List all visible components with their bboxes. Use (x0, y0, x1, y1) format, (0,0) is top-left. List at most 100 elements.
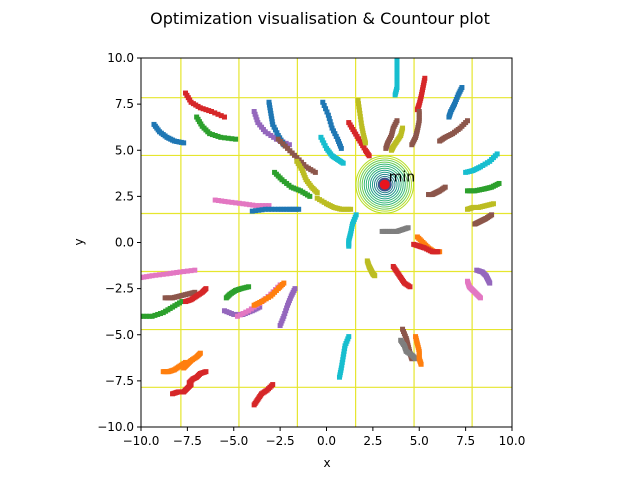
series-33-point-2-1 (167, 270, 173, 276)
series-26-point-2-1 (278, 206, 284, 212)
series-10-point-1-0 (357, 110, 363, 116)
series-3-point-0-3 (254, 117, 260, 123)
series-41-point-end (292, 286, 298, 292)
series-2-point-2-3 (215, 133, 221, 139)
series-25-point-2-2 (247, 202, 253, 208)
series-44-point-end (413, 356, 419, 362)
contour-ring-7 (369, 169, 400, 200)
series-8-point-0-3 (324, 109, 330, 115)
series-4-point-0-1 (266, 102, 272, 108)
series-34-point-0-1 (141, 313, 147, 319)
series-group (141, 58, 502, 408)
series-33-point-1-3 (160, 271, 166, 277)
series-33-point-2-3 (174, 269, 180, 275)
series-5-point-end (312, 169, 318, 175)
series-4-point-2-0 (270, 121, 276, 127)
series-13-point-end (409, 142, 415, 148)
series-1-point-end (221, 114, 227, 120)
series-32-point-end (407, 284, 413, 290)
series-39-point-1-1 (248, 306, 254, 312)
series-10-point-0-1 (355, 101, 361, 107)
series-9-point-end (366, 153, 372, 159)
series-26-point-2-0 (275, 206, 281, 212)
series-26-point-end (296, 206, 302, 212)
series-33-point-2-0 (164, 271, 170, 277)
x-tick-label-3: −2.5 (266, 434, 295, 448)
series-7-point-0-3 (322, 143, 328, 149)
series-33-point-0-3 (146, 273, 152, 279)
series-26-point-2-2 (281, 206, 287, 212)
series-42-point-1-1 (339, 362, 345, 368)
series-3-point-end (286, 142, 292, 148)
series-51-point-end (203, 369, 209, 375)
series-25-point-0-1 (215, 198, 221, 204)
series-34-point-1-0 (149, 313, 155, 319)
series-3-point-0-1 (252, 111, 258, 117)
contour-ring-13 (357, 157, 412, 212)
x-tick-label-1: −7.5 (173, 434, 202, 448)
series-33-point-1-2 (157, 272, 163, 278)
series-30-point-end (435, 249, 441, 255)
series-42-point-1-3 (340, 357, 346, 363)
contour-ring-14 (355, 155, 414, 214)
series-2-point-2-2 (212, 132, 218, 138)
series-25-point-2-3 (250, 202, 256, 208)
y-axis-label: y (72, 238, 86, 245)
series-8-point-0-0 (320, 99, 326, 105)
series-25-point-2-0 (240, 201, 246, 207)
series-42-point-2-0 (340, 354, 346, 360)
x-axis-label: x (323, 456, 330, 470)
series-41-point-1-1 (282, 311, 288, 317)
series-42-point-1-2 (339, 359, 345, 365)
series-23-point-end (307, 193, 313, 199)
series-26-point-0-0 (249, 208, 255, 214)
series-33-point-0-2 (144, 274, 150, 280)
series-1-point-2-2 (203, 107, 209, 113)
contour-ring-6 (371, 171, 398, 198)
contour-ring-8 (367, 167, 402, 202)
series-25-point-1-2 (233, 200, 239, 206)
series-2-point-3-2 (225, 135, 231, 141)
series-1-point-2-1 (200, 106, 206, 112)
series-33-point-end (192, 267, 198, 273)
series-39-point-0-3 (243, 309, 249, 315)
series-1-point-2-0 (197, 105, 203, 111)
series-11-point-end (392, 92, 398, 98)
series-3-point-2-1 (265, 131, 271, 137)
series-6-point-end (314, 190, 320, 196)
y-tick-label-5: 2.5 (115, 189, 134, 203)
series-33-point-3-1 (181, 269, 187, 275)
contour-core-8 (379, 178, 391, 191)
series-42-point-2-2 (341, 348, 347, 354)
series-42-point-2-1 (341, 351, 347, 357)
contour-ring-10 (363, 163, 406, 206)
series-19-point-end (464, 188, 470, 194)
series-34-point-1-1 (152, 312, 158, 318)
x-tick-label-4: 0.0 (317, 434, 336, 448)
series-1-point-3-0 (208, 109, 214, 115)
x-tick-label-0: −10.0 (123, 434, 160, 448)
series-2-point-end (233, 136, 239, 142)
series-26-point-2-3 (284, 206, 290, 212)
series-8-point-2-1 (330, 128, 336, 134)
series-35-point-end (192, 289, 198, 295)
series-26-point-0-2 (256, 207, 262, 213)
series-10-point-1-2 (358, 117, 364, 123)
x-tick-label-8: 10.0 (499, 434, 526, 448)
series-17-point-end (437, 138, 443, 144)
series-21-point-end (464, 206, 470, 212)
series-38-point-end (257, 304, 263, 310)
series-34-point-0-2 (144, 313, 150, 319)
chart-title: Optimization visualisation & Countour pl… (150, 9, 490, 28)
contour-core-10 (377, 177, 392, 192)
series-26-point-1-1 (266, 206, 272, 212)
series-2-point-3-1 (221, 135, 227, 141)
series-47-point-end (477, 295, 483, 301)
series-3-point-0-2 (253, 114, 259, 120)
series-39-point-0-1 (237, 312, 243, 318)
series-2-point-2-1 (209, 132, 215, 138)
contour-ring-5 (373, 173, 396, 196)
series-41-point-1-3 (284, 305, 290, 311)
series-42-point-2-3 (342, 346, 348, 352)
series-7-point-0-2 (321, 140, 327, 146)
